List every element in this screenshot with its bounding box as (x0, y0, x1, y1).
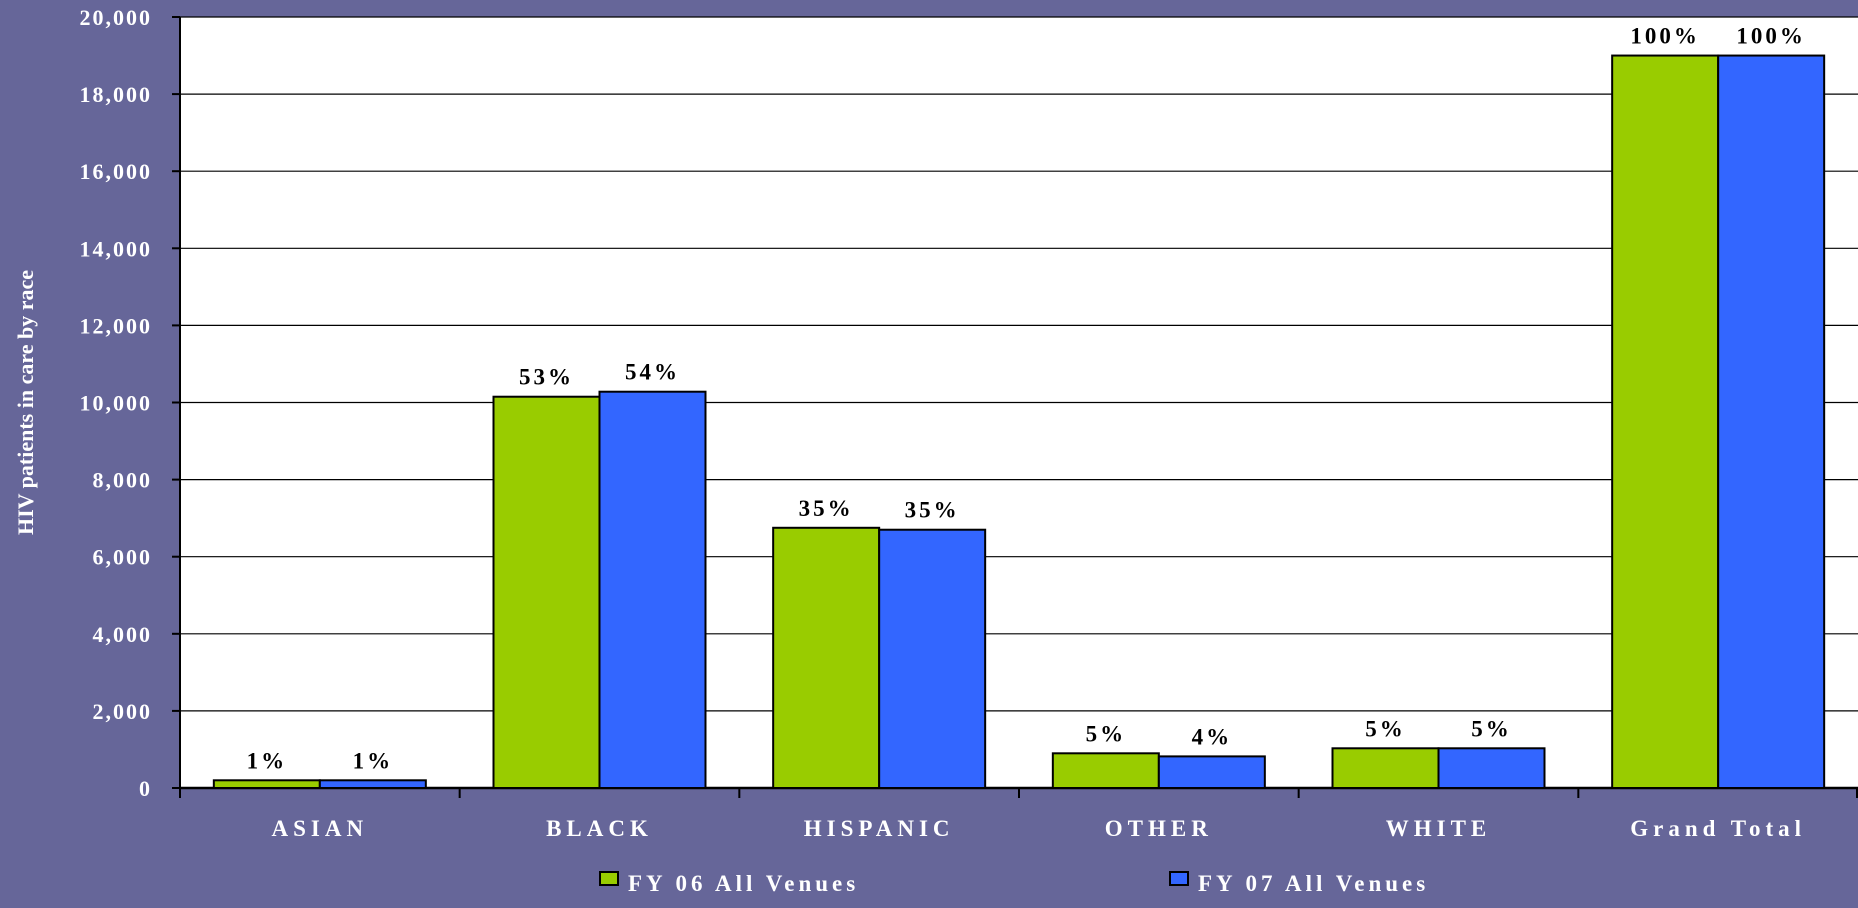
data-label: 1% (353, 748, 394, 773)
x-tick-label: ASIAN (272, 816, 369, 841)
x-tick-label: HISPANIC (804, 816, 955, 841)
bar-white-series-1[interactable] (1437, 747, 1546, 790)
bar-grand-total-series-0[interactable] (1611, 54, 1720, 790)
x-tick-label: WHITE (1386, 816, 1492, 841)
y-tick-label: 2,000 (93, 699, 153, 724)
y-tick-label: 14,000 (80, 236, 153, 261)
bar-white-series-0[interactable] (1331, 747, 1440, 790)
y-axis-title: HIV patients in care by race (13, 270, 38, 535)
legend-label: FY 06 All Venues (628, 871, 859, 896)
bar-hispanic-series-1[interactable] (878, 528, 987, 790)
bar-grand-total-series-1[interactable] (1717, 54, 1826, 790)
data-label: 100% (1736, 24, 1806, 49)
data-label: 35% (799, 496, 854, 521)
x-tick-label: BLACK (546, 816, 653, 841)
data-label: 1% (247, 748, 288, 773)
data-label: 53% (519, 365, 574, 390)
data-label: 54% (625, 360, 680, 385)
bar-asian-series-0[interactable] (212, 779, 321, 789)
bar-other-series-0[interactable] (1051, 752, 1160, 789)
x-tick-label: OTHER (1105, 816, 1213, 841)
bar-hispanic-series-0[interactable] (772, 526, 881, 789)
data-label: 5% (1471, 716, 1512, 741)
legend-label: FY 07 All Venues (1198, 871, 1429, 896)
y-tick-label: 20,000 (80, 5, 153, 30)
y-tick-label: 0 (139, 776, 152, 801)
y-tick-label: 10,000 (80, 391, 153, 416)
data-label: 35% (905, 498, 960, 523)
x-tick-label: Grand Total (1630, 816, 1806, 841)
bar-other-series-1[interactable] (1157, 755, 1266, 789)
y-tick-label: 4,000 (93, 622, 153, 647)
legend-swatch[interactable] (599, 871, 619, 886)
data-label: 5% (1365, 716, 1406, 741)
data-label: 4% (1192, 724, 1233, 749)
legend-swatch[interactable] (1169, 871, 1189, 886)
data-label: 5% (1086, 721, 1127, 746)
bar-asian-series-1[interactable] (318, 779, 427, 789)
bar-black-series-0[interactable] (492, 395, 601, 789)
y-tick-label: 16,000 (80, 159, 153, 184)
data-label: 100% (1630, 24, 1700, 49)
y-tick-label: 12,000 (80, 313, 153, 338)
y-tick-label: 18,000 (80, 82, 153, 107)
y-tick-label: 6,000 (93, 545, 153, 570)
y-tick-label: 8,000 (93, 468, 153, 493)
bar-black-series-1[interactable] (598, 390, 707, 789)
